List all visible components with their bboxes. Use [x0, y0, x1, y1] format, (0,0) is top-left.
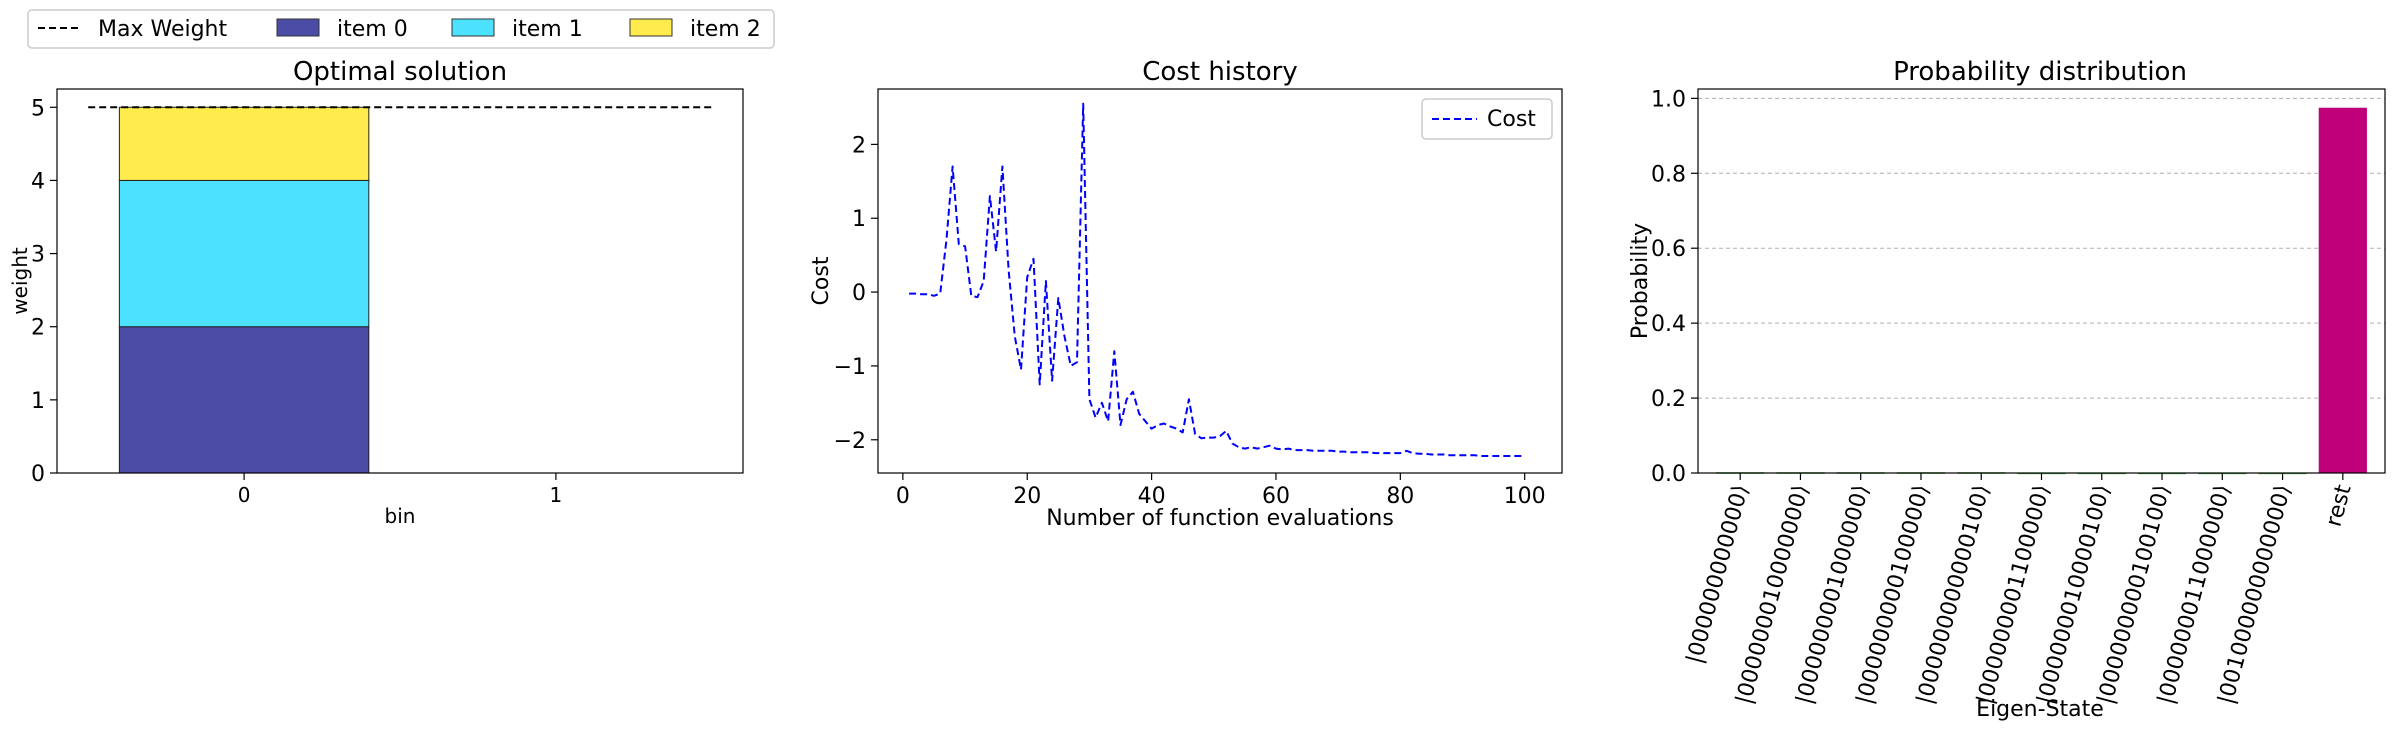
- top-legend-marker-item-2: [629, 18, 673, 37]
- panel1-ytick-label: 1: [31, 389, 45, 414]
- panel2-xtick-label: 100: [1504, 484, 1546, 509]
- panel2-ylabel: Cost: [809, 256, 834, 305]
- panel1-xtick-label: 1: [550, 483, 563, 507]
- panel2-xlabel: Number of function evaluations: [1046, 506, 1394, 531]
- panel-optimal-solution: Optimal solution 0 1 0 1 2 3 4 5 bin weight: [8, 57, 744, 528]
- panel1-xtick-label: 0: [238, 483, 251, 507]
- top-legend-label-max-weight: Max Weight: [98, 17, 227, 42]
- panel1-title: Optimal solution: [293, 57, 507, 87]
- panel2-legend-label: Cost: [1487, 107, 1536, 132]
- panel3-ytick-label: 0.0: [1651, 462, 1686, 487]
- top-legend-entries: Max Weight item 0 item 1 item 2: [38, 17, 761, 42]
- panel2-xtick-label: 20: [1013, 484, 1041, 509]
- panel3-ytick-label: 0.2: [1651, 387, 1686, 412]
- panel3-xlabel: Eigen-State: [1976, 697, 2104, 722]
- panel3-ytick-label: 0.6: [1651, 237, 1686, 262]
- bar-bin0-item-0: [118, 326, 370, 474]
- panel1-ytick-label: 2: [31, 316, 45, 341]
- panel3-ytick-label: 1.0: [1651, 87, 1686, 112]
- panel2-ytick-label: 0: [852, 281, 866, 306]
- top-legend-frame: [27, 9, 775, 49]
- panel3-axes-frame: [1697, 88, 2386, 474]
- panel2-ytick-label: −2: [834, 429, 866, 454]
- top-legend-label-item-0: item 0: [337, 17, 408, 42]
- panel3-xtick-label: |000000000000⟩: [1682, 482, 1754, 666]
- panel2-xtick-label: 80: [1386, 484, 1414, 509]
- panel3-ytick-label: 0.4: [1651, 312, 1686, 337]
- prob-bar-10: [2318, 107, 2367, 474]
- top-legend-label-item-1: item 1: [512, 17, 583, 42]
- panel1-ytick-label: 0: [31, 462, 45, 487]
- panel2-xtick-label: 60: [1262, 484, 1290, 509]
- panel1-ytick-label: 3: [31, 243, 45, 268]
- panel-probability-distribution: Probability distribution 0.0 0.2 0.4 0.6 0.8…: [1628, 57, 2386, 722]
- panel1-axes-frame: [56, 88, 744, 474]
- bar-bin0-item-1: [118, 179, 370, 328]
- panel2-legend: Cost: [1421, 98, 1553, 140]
- panel2-title: Cost history: [1142, 57, 1298, 87]
- panel2-xtick-label: 40: [1138, 484, 1166, 509]
- panel1-xlabel: bin: [385, 504, 416, 528]
- panel2-legend-frame: [1421, 98, 1553, 140]
- cost-series-line: [909, 102, 1525, 457]
- bar-bin0-item-2: [118, 106, 370, 181]
- panel2-xtick-label: 0: [896, 484, 910, 509]
- panel1-ytick-label: 4: [31, 169, 45, 194]
- panel2-ytick-label: 2: [852, 133, 866, 158]
- panel2-ytick-label: −1: [834, 355, 866, 380]
- panel2-ytick-label: 1: [852, 207, 866, 232]
- panel1-ytick-label: 5: [31, 96, 45, 121]
- panel3-xtick-label: rest: [2322, 482, 2357, 530]
- top-legend-marker-item-1: [451, 18, 495, 37]
- panel3-title: Probability distribution: [1893, 57, 2187, 87]
- panel3-ylabel: Probability: [1628, 223, 1653, 339]
- top-legend: Max Weight item 0 item 1 item 2: [27, 9, 775, 49]
- panel3-ytick-label: 0.8: [1651, 162, 1686, 187]
- top-legend-label-item-2: item 2: [690, 17, 761, 42]
- panel2-axes-frame: [877, 88, 1563, 474]
- panel1-ylabel: weight: [8, 247, 32, 315]
- top-legend-marker-item-0: [276, 18, 320, 37]
- panel-cost-history: Cost history 0 20 40 60 80 100 −2 −1 0 1 2 Number …: [809, 57, 1563, 531]
